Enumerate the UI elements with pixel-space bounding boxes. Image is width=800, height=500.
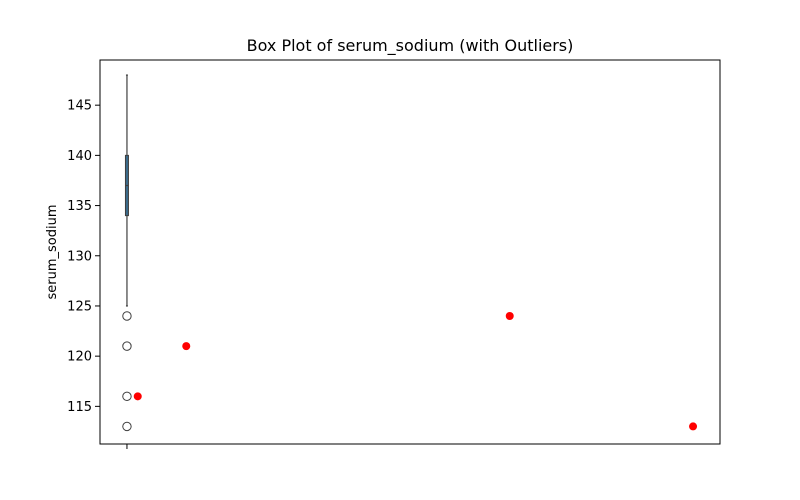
outlier-point xyxy=(122,391,132,402)
y-axis-label: serum_sodium xyxy=(45,204,60,299)
y-tick-label: 145 xyxy=(67,99,92,114)
y-tick-label: 135 xyxy=(67,199,92,214)
y-tick-label: 130 xyxy=(67,249,92,264)
highlighted-point xyxy=(133,392,142,401)
y-axis: 115 120 125 130 135 140 145 xyxy=(67,99,100,415)
y-tick-label: 125 xyxy=(67,299,92,314)
y-tick-label: 140 xyxy=(67,149,92,164)
highlighted-point xyxy=(505,312,514,320)
outlier-markers xyxy=(122,311,132,432)
chart-title: Box Plot of serum_sodium (with Outliers) xyxy=(247,36,574,56)
y-tick-label: 115 xyxy=(67,400,92,415)
outlier-point xyxy=(122,341,132,351)
highlighted-point xyxy=(182,342,191,351)
outlier-point xyxy=(122,421,132,432)
highlighted-point xyxy=(689,422,698,431)
box-plot xyxy=(124,74,129,307)
plot-area xyxy=(99,59,721,445)
highlighted-points xyxy=(133,312,698,431)
outlier-point xyxy=(122,311,132,321)
y-tick-label: 120 xyxy=(67,350,92,365)
